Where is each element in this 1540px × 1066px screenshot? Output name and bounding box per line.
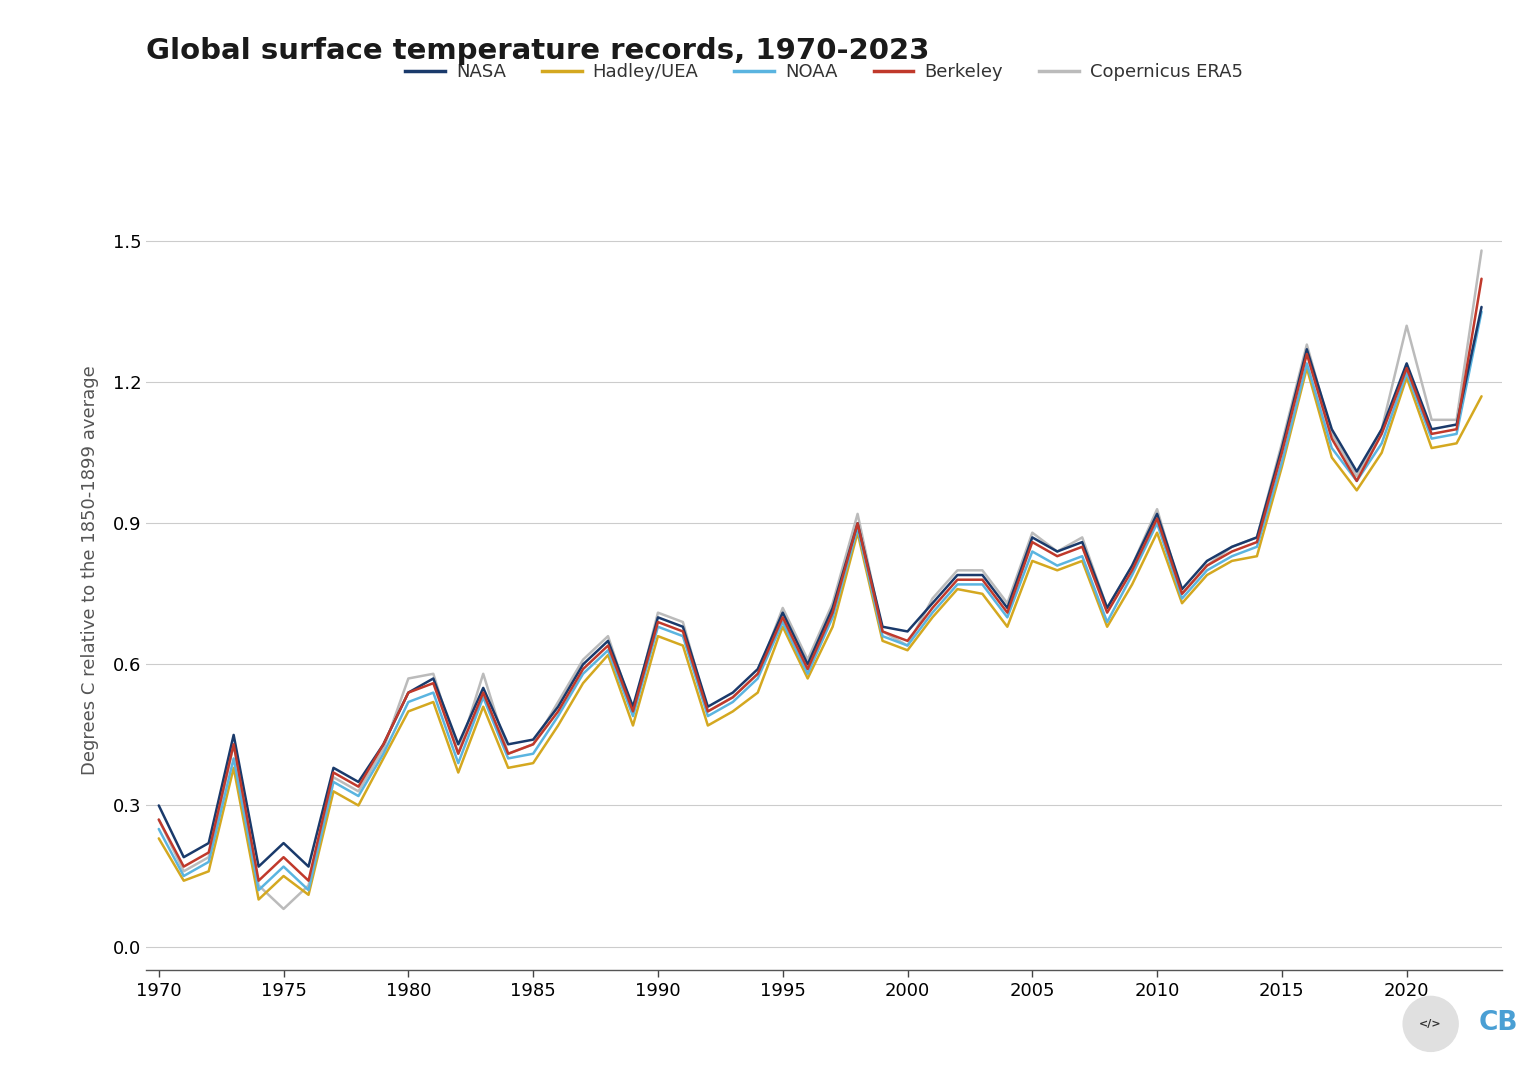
Text: CB: CB [1478, 1011, 1518, 1036]
Circle shape [1403, 997, 1458, 1051]
Text: Global surface temperature records, 1970-2023: Global surface temperature records, 1970… [146, 37, 930, 65]
Legend: NASA, Hadley/UEA, NOAA, Berkeley, Copernicus ERA5: NASA, Hadley/UEA, NOAA, Berkeley, Copern… [397, 55, 1250, 88]
Y-axis label: Degrees C relative to the 1850-1899 average: Degrees C relative to the 1850-1899 aver… [82, 366, 99, 775]
Text: </>: </> [1420, 1019, 1441, 1029]
